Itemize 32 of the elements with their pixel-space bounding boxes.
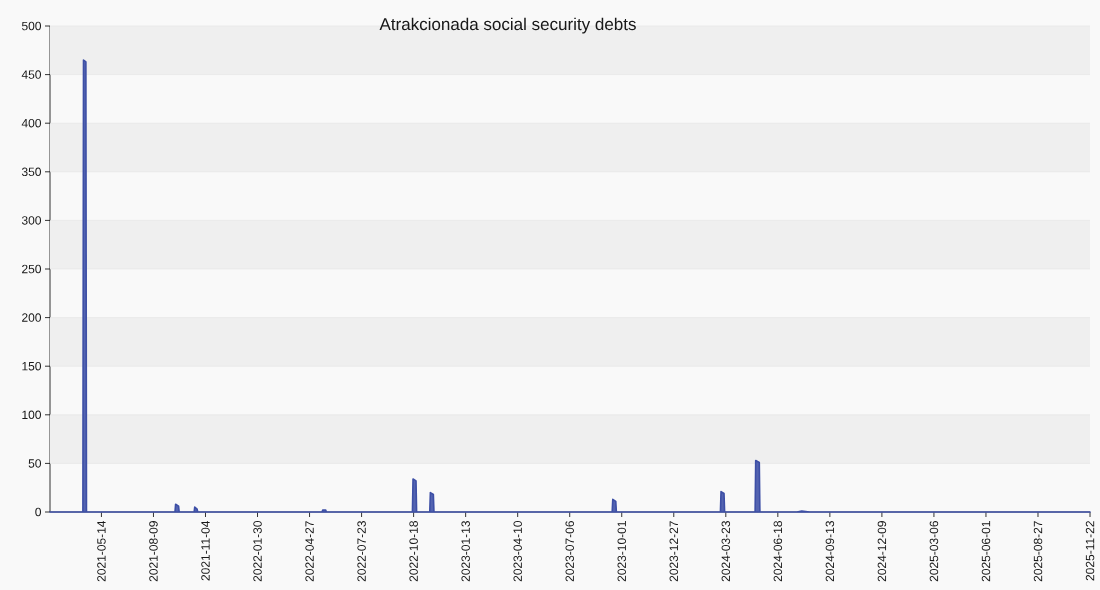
y-tick-label: 0: [35, 507, 42, 517]
y-tick-label: 300: [21, 216, 42, 225]
chart-title: Atrakcionada social security debts: [379, 17, 636, 34]
x-tick-label: 2024-03-23: [721, 521, 731, 582]
x-tick-label: 2023-12-27: [669, 521, 679, 582]
x-tick-label: 2025-08-27: [1033, 521, 1043, 582]
x-tick-label: 2024-06-18: [773, 521, 783, 582]
x-tick-label: 2024-12-09: [877, 521, 887, 582]
y-tick-label: 200: [22, 313, 42, 322]
x-tick-label: 2023-01-13: [461, 521, 470, 582]
x-tick-label: 2025-11-22: [1085, 521, 1095, 581]
y-tick-label: 450: [21, 70, 42, 79]
x-tick-label: 2023-07-06: [565, 521, 574, 582]
x-tick-label: 2023-10-01: [617, 521, 626, 582]
x-tick-label: 2025-06-01: [981, 521, 991, 582]
x-tick-label: 2021-05-14: [97, 520, 106, 582]
x-tick-label: 2022-10-18: [409, 521, 418, 582]
x-tick-label: 2024-09-13: [825, 521, 835, 582]
x-tick-label: 2022-01-30: [253, 521, 262, 582]
y-tick-label: 350: [21, 167, 42, 177]
y-tick-label: 50: [28, 459, 42, 468]
x-tick-label: 2025-03-06: [929, 521, 939, 582]
x-tick-label: 2022-07-23: [357, 521, 366, 582]
x-tick-label: 2021-08-09: [149, 521, 158, 582]
x-tick-label: 2022-04-27: [305, 521, 314, 582]
y-tick-label: 500: [21, 21, 42, 31]
y-tick-label: 250: [22, 264, 42, 274]
y-tick-label: 400: [21, 118, 42, 128]
x-tick-label: 2021-11-04: [201, 520, 210, 581]
y-tick-label: 100: [22, 410, 42, 420]
y-tick-label: 150: [22, 361, 42, 371]
x-tick-label: 2023-04-10: [513, 521, 522, 582]
